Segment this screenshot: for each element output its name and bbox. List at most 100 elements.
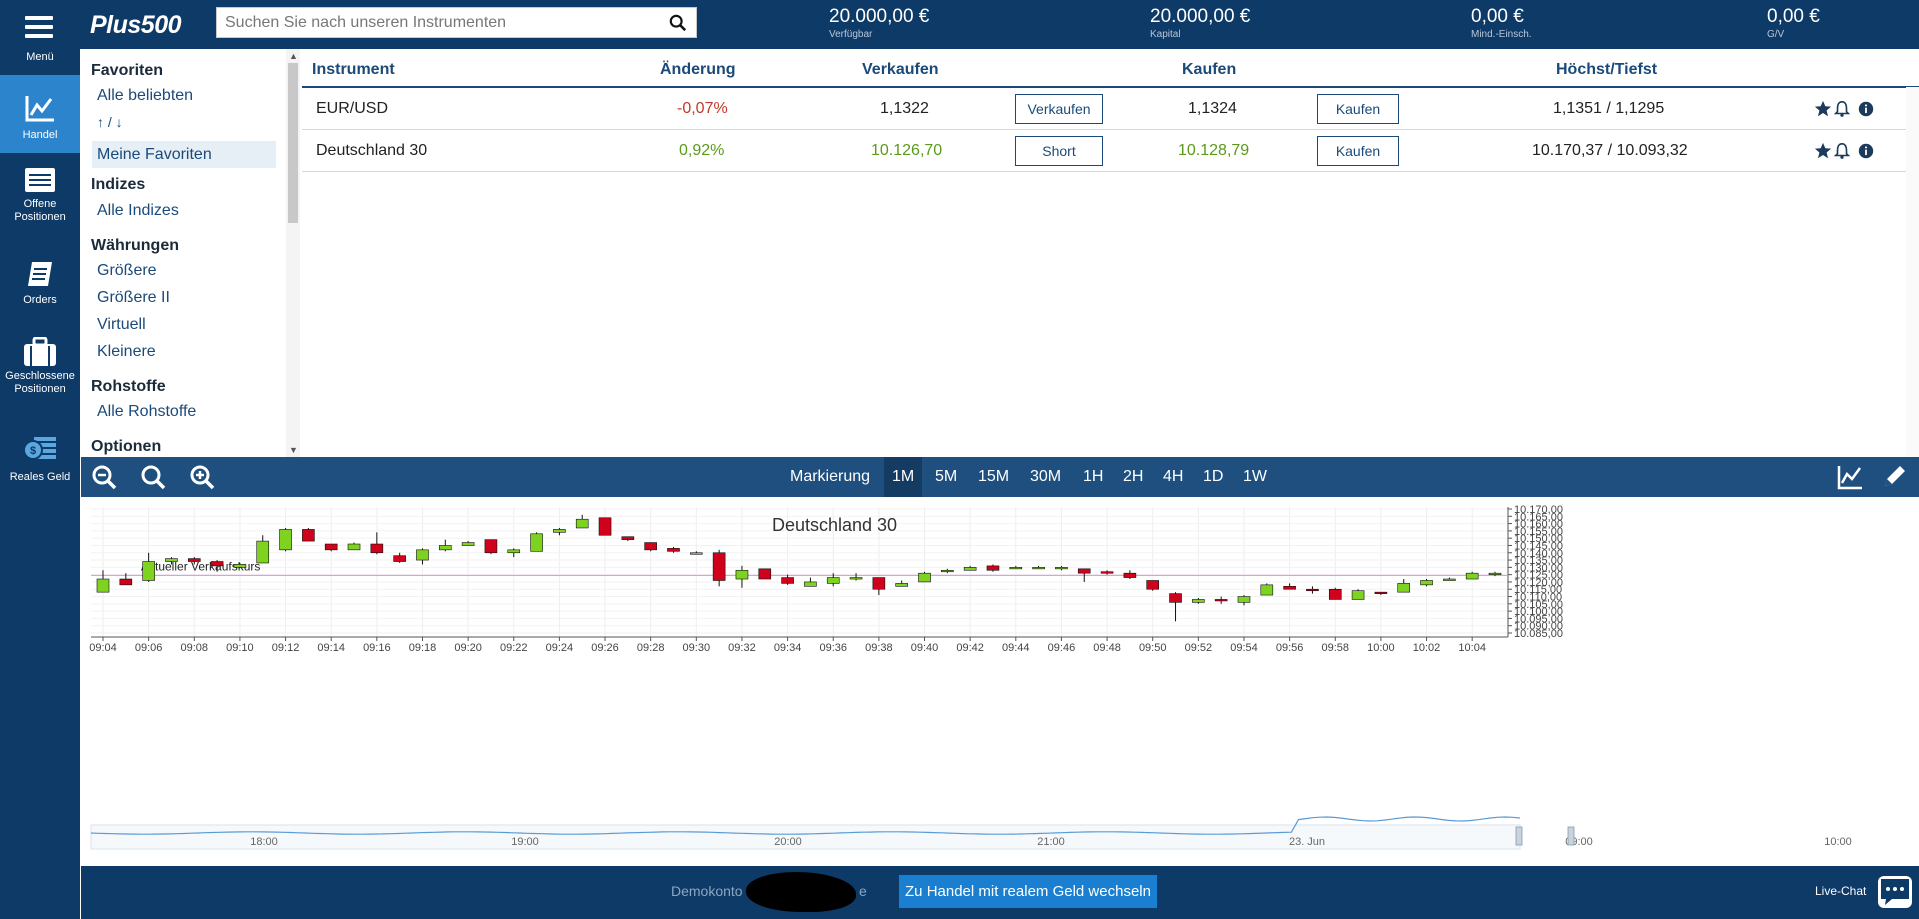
y-tick-label: 10.125,00 bbox=[1514, 570, 1563, 582]
sell-button[interactable]: Verkaufen bbox=[1015, 94, 1103, 124]
y-tick-label: 10.110,00 bbox=[1514, 592, 1562, 604]
timeframe-30m[interactable]: 30M bbox=[1030, 468, 1062, 485]
sell-price: 1,1322 bbox=[880, 100, 929, 117]
timeframe-15m[interactable]: 15M bbox=[978, 468, 1010, 485]
nav-real-money[interactable]: $ Reales Geld bbox=[0, 435, 80, 495]
info-icon[interactable] bbox=[1857, 100, 1875, 118]
navigator-handle-right bbox=[1515, 826, 1523, 846]
x-tick-label: 09:38 bbox=[865, 642, 893, 654]
nav-orders[interactable]: Orders bbox=[0, 260, 80, 320]
nav-open-positions[interactable]: Offene Positionen bbox=[0, 167, 80, 237]
category-item-up-down[interactable]: ↑ / ↓ bbox=[97, 114, 123, 130]
category-item[interactable]: Kleinere bbox=[97, 343, 156, 360]
info-icon[interactable] bbox=[1857, 142, 1875, 160]
short-button[interactable]: Short bbox=[1015, 136, 1103, 166]
category-item[interactable]: Alle beliebten bbox=[97, 87, 194, 104]
timeframe-1d[interactable]: 1D bbox=[1203, 468, 1224, 485]
stat-capital: 20.000,00 € Kapital bbox=[1150, 6, 1250, 40]
x-tick-label: 09:28 bbox=[637, 642, 665, 654]
scroll-up-icon[interactable]: ▲ bbox=[289, 51, 298, 61]
candle-body bbox=[758, 568, 772, 580]
price-chart[interactable]: Deutschland 30 10.085,00 10.090,00 10.095,0… bbox=[81, 497, 1919, 865]
candle-body bbox=[416, 549, 429, 561]
orders-icon bbox=[28, 262, 52, 286]
category-scrollbar[interactable]: ▲ ▼ bbox=[286, 49, 300, 457]
scroll-down-icon[interactable]: ▼ bbox=[289, 445, 298, 455]
candle-body bbox=[1009, 567, 1023, 570]
timeframe-5m[interactable]: 5M bbox=[935, 468, 958, 485]
scroll-thumb[interactable] bbox=[288, 63, 298, 223]
redaction-mark bbox=[746, 872, 856, 912]
indicators-icon[interactable] bbox=[1837, 464, 1863, 490]
chart-canvas[interactable]: Deutschland 30 10.085,0010.090,0010.095,0… bbox=[81, 497, 1919, 865]
top-bar: Plus500 20.000,00 € Verfügbar 20.000,00 €… bbox=[0, 0, 1919, 49]
search-input[interactable] bbox=[225, 12, 655, 34]
bell-icon[interactable] bbox=[1833, 142, 1851, 160]
candle-body bbox=[1488, 572, 1502, 575]
category-item[interactable]: Virtuell bbox=[97, 316, 146, 333]
x-tick-label: 09:52 bbox=[1185, 642, 1213, 654]
timeframe-1m[interactable]: 1M bbox=[884, 457, 923, 497]
star-icon[interactable] bbox=[1814, 142, 1832, 160]
candle-body bbox=[302, 529, 315, 542]
header-instrument[interactable]: Instrument bbox=[312, 61, 395, 78]
instrument-table: Instrument Änderung Verkaufen Kaufen Höc… bbox=[302, 49, 1919, 457]
y-tick-label: 10.145,00 bbox=[1514, 540, 1563, 552]
nav-handel[interactable]: Handel bbox=[0, 75, 80, 153]
zoom-in-icon[interactable] bbox=[189, 464, 215, 490]
x-tick-label: 09:36 bbox=[819, 642, 847, 654]
category-item[interactable]: Größere II bbox=[97, 289, 170, 306]
header-change[interactable]: Änderung bbox=[660, 61, 736, 78]
y-tick-label: 10.155,00 bbox=[1514, 526, 1563, 538]
header-high-low[interactable]: Höchst/Tiefst bbox=[1556, 61, 1658, 78]
table-scrollbar[interactable] bbox=[1906, 87, 1919, 457]
zoom-out-icon[interactable] bbox=[91, 464, 117, 490]
category-list: Favoriten Alle beliebten ↑ / ↓ Meine Fav… bbox=[81, 49, 300, 457]
candle-body bbox=[895, 583, 908, 587]
timeframe-1w[interactable]: 1W bbox=[1243, 468, 1267, 485]
x-tick-label: 09:18 bbox=[409, 642, 437, 654]
category-item-my-favorites[interactable]: Meine Favoriten bbox=[92, 141, 276, 168]
candle-body bbox=[1306, 588, 1319, 592]
nav-closed-positions[interactable]: Geschlossene Positionen bbox=[0, 337, 80, 407]
instrument-name: Deutschland 30 bbox=[316, 142, 428, 159]
chat-icon[interactable] bbox=[1878, 876, 1912, 908]
table-row[interactable]: Deutschland 30 0,92% 10.126,70 Short 10.… bbox=[302, 130, 1919, 172]
candle-body bbox=[370, 543, 384, 554]
candle-body bbox=[941, 569, 954, 573]
star-icon[interactable] bbox=[1814, 100, 1832, 118]
header-buy[interactable]: Kaufen bbox=[1182, 61, 1237, 78]
navigator-label: 19:00 bbox=[511, 836, 539, 848]
buy-button[interactable]: Kaufen bbox=[1317, 94, 1399, 124]
buy-price: 1,1324 bbox=[1188, 100, 1237, 117]
y-tick-label: 10.100,00 bbox=[1514, 606, 1563, 618]
instrument-name: EUR/USD bbox=[316, 100, 389, 117]
candle-body bbox=[804, 581, 817, 587]
search-icon[interactable] bbox=[669, 14, 687, 32]
nav-label: Geschlossene bbox=[5, 370, 75, 382]
timeframe-2h[interactable]: 2H bbox=[1123, 468, 1144, 485]
zoom-reset-icon[interactable] bbox=[140, 464, 166, 490]
category-item[interactable]: Größere bbox=[97, 262, 157, 279]
buy-price: 10.128,79 bbox=[1178, 142, 1250, 159]
pencil-icon[interactable] bbox=[1881, 464, 1907, 490]
table-row[interactable]: EUR/USD -0,07% 1,1322 Verkaufen 1,1324 K… bbox=[302, 88, 1919, 130]
timeframe-1h[interactable]: 1H bbox=[1083, 468, 1104, 485]
category-item[interactable]: Alle Indizes bbox=[97, 202, 179, 219]
bell-icon[interactable] bbox=[1833, 100, 1851, 118]
markierung-button[interactable]: Markierung bbox=[790, 468, 871, 485]
category-heading: Rohstoffe bbox=[91, 378, 166, 395]
candle-body bbox=[461, 542, 475, 546]
timeframe-4h[interactable]: 4H bbox=[1163, 468, 1184, 485]
header-sell[interactable]: Verkaufen bbox=[862, 61, 939, 78]
search-box[interactable] bbox=[216, 7, 697, 38]
candle-body bbox=[918, 572, 931, 583]
category-item[interactable]: Alle Rohstoffe bbox=[97, 403, 197, 420]
x-tick-label: 09:48 bbox=[1093, 642, 1121, 654]
menu-button[interactable]: Menü bbox=[0, 0, 80, 75]
switch-real-money-button[interactable]: Zu Handel mit realem Geld wechseln bbox=[899, 875, 1157, 908]
bottom-bar: Demokonto f e Zu Handel mit realem Geld … bbox=[81, 866, 1919, 919]
live-chat-label[interactable]: Live-Chat bbox=[1815, 884, 1867, 898]
buy-button[interactable]: Kaufen bbox=[1317, 136, 1399, 166]
